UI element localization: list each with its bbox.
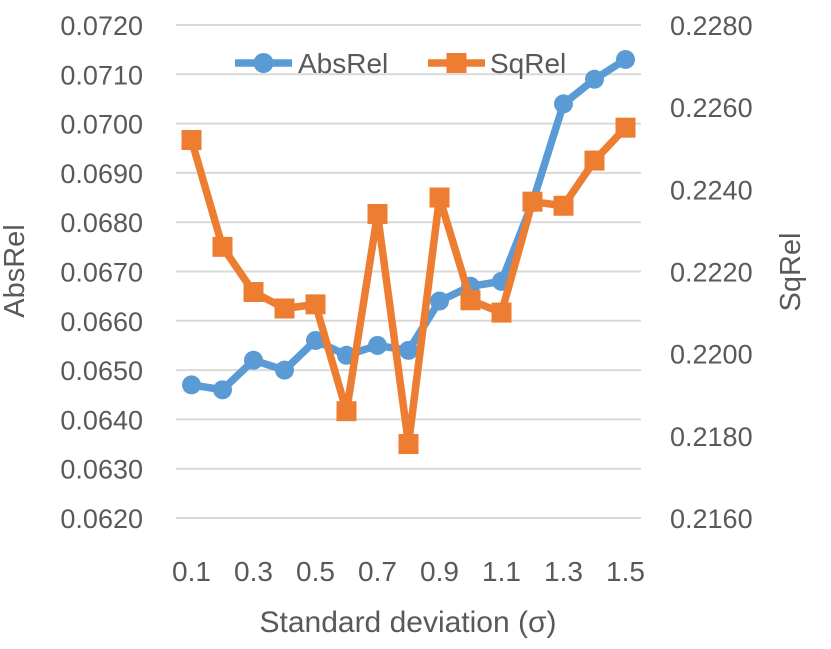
right-axis-tick-label: 0.2160: [670, 504, 753, 534]
sqrel-marker: [460, 290, 481, 311]
sqrel-marker: [274, 298, 295, 319]
left-axis-tick-label: 0.0660: [60, 307, 143, 337]
sqrel-marker: [181, 130, 202, 151]
right-axis-tick-labels: 0.2280 0.2260 0.2240 0.2220 0.2200 0.2180 0.21…: [670, 11, 753, 534]
series-layer: [181, 50, 636, 455]
x-axis-tick-label: 0.5: [296, 556, 335, 587]
right-axis-tick-label: 0.2200: [670, 340, 753, 370]
legend-sqrel-label: SqRel: [490, 48, 566, 79]
x-axis-tick-label: 1.5: [606, 556, 645, 587]
absrel-marker: [585, 69, 604, 89]
left-axis-tick-labels: 0.0720 0.0710 0.0700 0.0690 0.0680 0.0670 0.06…: [60, 11, 143, 534]
x-axis-tick-label: 0.7: [358, 556, 397, 587]
left-axis-title: AbsRel: [0, 224, 31, 318]
absrel-marker: [399, 340, 418, 360]
right-axis-tick-label: 0.2280: [670, 11, 753, 41]
sqrel-marker: [398, 434, 419, 455]
left-axis-tick-label: 0.0690: [60, 159, 143, 189]
x-axis-tick-label: 0.3: [234, 556, 273, 587]
x-axis-tick-label: 1.1: [482, 556, 521, 587]
left-axis-tick-label: 0.0630: [60, 455, 143, 485]
x-axis-tick-label: 0.1: [172, 556, 211, 587]
sqrel-marker: [243, 282, 264, 303]
sqrel-marker: [212, 236, 233, 257]
right-axis-tick-label: 0.2240: [670, 175, 753, 205]
absrel-marker: [430, 291, 449, 311]
sqrel-marker: [553, 195, 574, 216]
right-axis-title: SqRel: [775, 233, 807, 312]
left-axis-tick-label: 0.0710: [60, 60, 143, 90]
sqrel-marker: [305, 294, 326, 315]
sqrel-marker: [522, 191, 543, 212]
sqrel-marker: [615, 117, 636, 138]
sqrel-marker: [429, 187, 450, 208]
sqrel-marker: [367, 203, 388, 224]
legend-absrel-label: AbsRel: [298, 48, 388, 79]
absrel-marker: [554, 94, 573, 114]
left-axis-tick-label: 0.0620: [60, 504, 143, 534]
x-axis-title: Standard deviation (σ): [259, 606, 556, 639]
left-axis-tick-label: 0.0680: [60, 208, 143, 238]
left-axis-tick-label: 0.0640: [60, 405, 143, 435]
absrel-marker: [213, 380, 232, 400]
absrel-marker: [182, 375, 201, 395]
absrel-marker: [244, 350, 263, 370]
sqrel-marker: [584, 150, 605, 171]
x-axis-tick-label: 1.3: [544, 556, 583, 587]
left-axis-tick-label: 0.0670: [60, 258, 143, 288]
absrel-marker: [616, 50, 635, 70]
sqrel-marker: [336, 401, 357, 422]
legend: AbsRel SqRel: [235, 48, 566, 79]
left-axis-tick-label: 0.0700: [60, 110, 143, 140]
right-axis-tick-label: 0.2260: [670, 93, 753, 123]
absrel-marker: [368, 335, 387, 355]
absrel-marker: [306, 331, 325, 351]
legend-absrel-circle-marker-icon: [253, 53, 274, 73]
x-axis-tick-labels: 0.1 0.3 0.5 0.7 0.9 1.1 1.3 1.5: [172, 556, 645, 587]
left-axis-tick-label: 0.0720: [60, 11, 143, 41]
left-axis-tick-label: 0.0650: [60, 356, 143, 386]
sqrel-marker: [491, 302, 512, 323]
absrel-marker: [275, 360, 294, 380]
legend-sqrel-square-marker-icon: [446, 53, 467, 73]
right-axis-tick-label: 0.2220: [670, 258, 753, 288]
right-axis-tick-label: 0.2180: [670, 422, 753, 452]
x-axis-tick-label: 0.9: [420, 556, 459, 587]
